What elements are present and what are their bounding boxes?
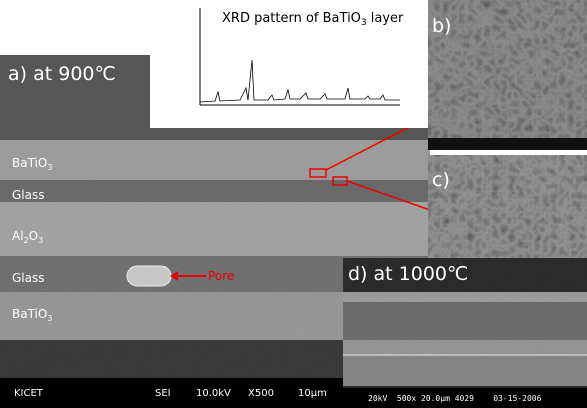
text-part: [0, 140, 430, 180]
footer-text: X500: [248, 388, 274, 399]
layer-label: Glass: [12, 271, 45, 285]
figure: a) at 900℃ BaTiO3 Glass Al2O3 Glass BaTi…: [0, 0, 587, 408]
footer-text: 10.0kV: [196, 388, 231, 399]
footer-text: 10μm: [298, 388, 327, 399]
text-part: O: [29, 229, 38, 243]
pore-shape: [127, 266, 171, 286]
text-part: [343, 340, 587, 354]
text-part: Al: [12, 229, 24, 243]
xrd-inset: XRD pattern of BaTiO3 layer: [150, 0, 430, 128]
text-part: 3: [47, 314, 52, 323]
text-part: [343, 356, 587, 386]
text-part: XRD pattern of BaTiO3 layer: [222, 11, 404, 28]
layer-label: BaTiO3: [12, 156, 52, 172]
text-part: [343, 292, 587, 302]
text-part: layer: [367, 11, 404, 26]
panel-label: b): [432, 15, 451, 37]
text-part: BaTiO: [12, 307, 47, 321]
footer-text: 20kV 500x 20.0μm 4029 03-15-2006: [368, 394, 542, 403]
text-part: [343, 302, 587, 340]
panel-label: c): [432, 169, 450, 191]
pore-label: Pore: [208, 269, 234, 283]
text-part: [0, 202, 430, 256]
text-part: BaTiO: [12, 156, 47, 170]
layer-label: Glass: [12, 188, 45, 202]
panel-label: d) at 1000℃: [348, 263, 468, 285]
footer-text: SEI: [155, 388, 171, 399]
layer-label: BaTiO3: [12, 307, 52, 323]
panel-b: [428, 0, 587, 150]
footer-bar: [428, 138, 587, 150]
panel-label: a) at 900℃: [8, 63, 116, 85]
panel-c: [428, 155, 587, 258]
text-part: [0, 180, 430, 202]
text-part: 3: [38, 236, 43, 245]
footer-text: KICET: [14, 388, 44, 399]
text-part: XRD pattern of BaTiO: [222, 11, 361, 26]
text-part: 3: [47, 163, 52, 172]
